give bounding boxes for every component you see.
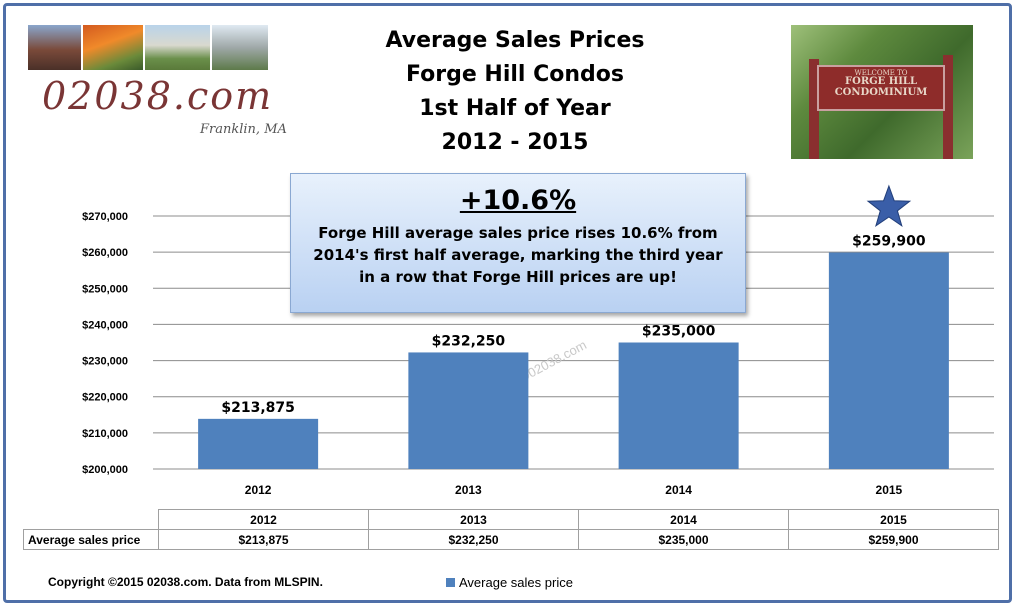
callout-body: Forge Hill average sales price rises 10.…	[313, 224, 723, 286]
table-header-cell: 2013	[368, 509, 579, 530]
y-tick-label: $230,000	[82, 356, 128, 368]
x-tick-label: 2015	[876, 483, 903, 497]
title-line-3: 1st Half of Year	[419, 96, 611, 121]
sign-board: WELCOME TO FORGE HILL CONDOMINIUM	[817, 65, 945, 111]
table-cell: $259,900	[788, 529, 999, 550]
table-cell: $235,000	[578, 529, 789, 550]
table-row-label: Average sales price	[23, 529, 159, 550]
title-line-1: Average Sales Prices	[385, 28, 645, 53]
chart-title: Average Sales Prices Forge Hill Condos 1…	[340, 24, 690, 160]
statue-photo	[212, 25, 268, 70]
logo-subtext: Franklin, MA	[200, 122, 287, 137]
copyright-footer: Copyright ©2015 02038.com. Data from MLS…	[48, 575, 323, 589]
table-header-cell: 2014	[578, 509, 789, 530]
bar	[408, 352, 529, 469]
sign-line-3: CONDOMINIUM	[834, 86, 928, 98]
table-cell: $213,875	[158, 529, 369, 550]
data-table: 2012 2013 2014 2015 Average sales price …	[23, 509, 999, 550]
y-tick-label: $250,000	[82, 283, 128, 295]
sign-line-2: FORGE HILL	[845, 76, 917, 88]
y-tick-label: $270,000	[82, 211, 128, 223]
data-label: $232,250	[432, 333, 506, 349]
logo-text: 02038.com	[42, 74, 274, 118]
data-label: $259,900	[852, 234, 926, 250]
y-tick-label: $210,000	[82, 428, 128, 440]
sign-post-left	[809, 59, 819, 159]
x-tick-label: 2013	[455, 483, 482, 497]
star-icon	[866, 184, 912, 228]
bar	[618, 342, 739, 469]
x-tick-label: 2014	[665, 483, 692, 497]
building-photo	[145, 25, 210, 70]
table-row: Average sales price $213,875 $232,250 $2…	[23, 529, 999, 550]
autumn-tree-photo	[83, 25, 143, 70]
y-tick-label: $200,000	[82, 464, 128, 476]
y-tick-label: $260,000	[82, 247, 128, 259]
callout-box: +10.6% Forge Hill average sales price ri…	[290, 173, 746, 313]
house-photo	[28, 25, 81, 70]
forge-hill-sign-photo: WELCOME TO FORGE HILL CONDOMINIUM	[791, 25, 973, 159]
y-tick-label: $220,000	[82, 392, 128, 404]
callout-headline: +10.6%	[459, 185, 577, 216]
legend-label: Average sales price	[459, 575, 573, 590]
data-label: $235,000	[642, 324, 716, 340]
table-corner	[23, 509, 159, 530]
chart-legend: Average sales price	[446, 575, 573, 590]
sign-line-1: WELCOME TO	[854, 69, 908, 77]
logo-photo-strip	[28, 25, 268, 70]
x-tick-label: 2012	[245, 483, 272, 497]
y-tick-label: $240,000	[82, 319, 128, 331]
bar	[198, 418, 319, 469]
legend-swatch	[446, 578, 455, 587]
bar	[828, 252, 949, 469]
title-line-2: Forge Hill Condos	[405, 62, 624, 87]
title-line-4: 2012 - 2015	[441, 130, 589, 155]
chart-frame	[3, 3, 1012, 603]
table-header-row: 2012 2013 2014 2015	[23, 509, 999, 530]
table-header-cell: 2012	[158, 509, 369, 530]
sign-post-right	[943, 55, 953, 159]
data-label: $213,875	[221, 400, 295, 416]
table-header-cell: 2015	[788, 509, 999, 530]
table-cell: $232,250	[368, 529, 579, 550]
